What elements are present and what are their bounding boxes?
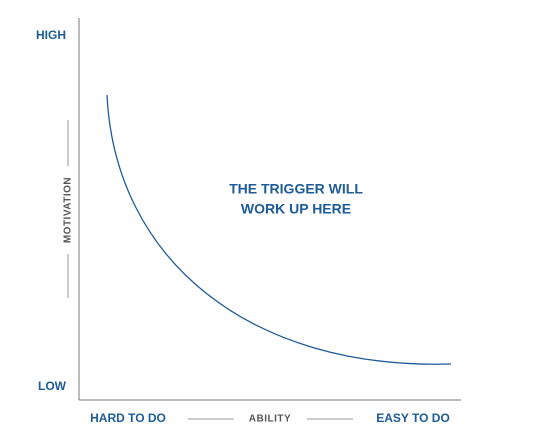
action-line bbox=[106, 94, 452, 365]
y-high-label: HIGH bbox=[36, 28, 66, 42]
y-low-label: LOW bbox=[38, 379, 67, 393]
x-axis-label: ABILITY bbox=[249, 414, 291, 425]
annotation-line: THE TRIGGER WILL bbox=[229, 181, 363, 197]
annotation-line: WORK UP HERE bbox=[241, 201, 351, 217]
x-right-label: EASY TO DO bbox=[376, 411, 450, 425]
x-left-label: HARD TO DO bbox=[90, 411, 166, 425]
y-axis-label: MOTIVATION bbox=[63, 177, 74, 243]
